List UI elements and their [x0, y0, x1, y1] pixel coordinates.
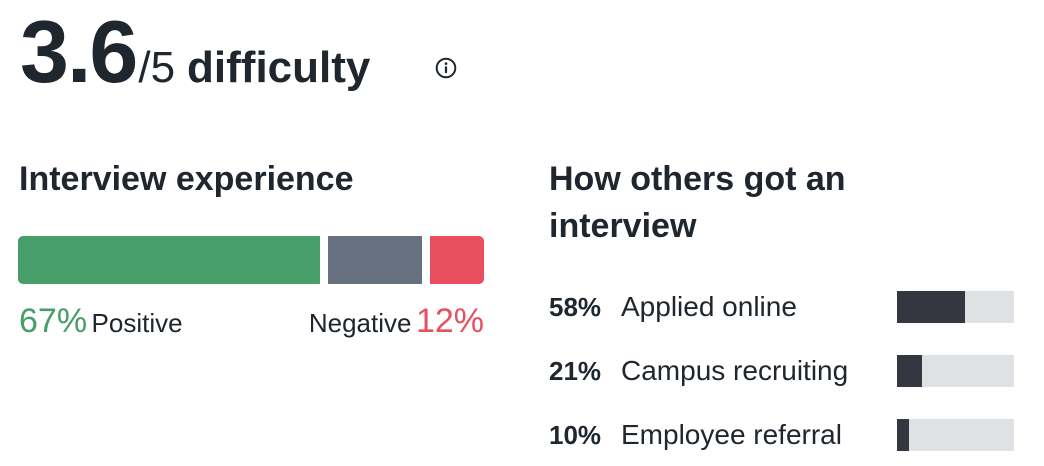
source-percent: 10% — [549, 420, 602, 450]
positive-experience-segment — [18, 236, 320, 284]
difficulty-scale: /5 — [138, 43, 176, 92]
source-label: Campus recruiting — [621, 355, 849, 386]
source-row-campus-recruiting: 21% Campus recruiting — [549, 353, 1015, 389]
source-bar-fill — [897, 419, 909, 451]
source-label: Employee referral — [621, 419, 842, 450]
difficulty-rating: 3.6 /5 difficulty — [20, 8, 370, 96]
difficulty-label: difficulty — [187, 43, 371, 92]
source-bar-track — [897, 291, 1014, 323]
interview-experience-bar — [18, 236, 484, 284]
source-percent: 58% — [549, 292, 602, 322]
positive-label: Positive — [91, 308, 183, 338]
source-label: Applied online — [621, 291, 797, 322]
positive-percent: 67% — [19, 302, 88, 340]
info-icon[interactable] — [435, 57, 457, 79]
source-bar-track — [897, 419, 1014, 451]
negative-label: Negative — [308, 308, 412, 338]
source-row-employee-referral: 10% Employee referral — [549, 417, 1015, 453]
source-percent: 21% — [549, 356, 602, 386]
source-bar-track — [897, 355, 1014, 387]
how-others-got-interview-title: How others got an interview — [549, 160, 846, 245]
negative-percent: 12% — [415, 302, 484, 340]
source-bar-fill — [897, 291, 965, 323]
positive-summary: 67% Positive — [19, 302, 183, 341]
difficulty-value: 3.6 — [20, 2, 138, 101]
neutral-experience-segment — [327, 236, 422, 284]
source-bar-fill — [897, 355, 922, 387]
negative-experience-segment — [430, 236, 484, 284]
negative-summary: Negative 12% — [309, 302, 484, 341]
interview-experience-title: Interview experience — [19, 160, 354, 198]
source-row-applied-online: 58% Applied online — [549, 289, 1015, 325]
